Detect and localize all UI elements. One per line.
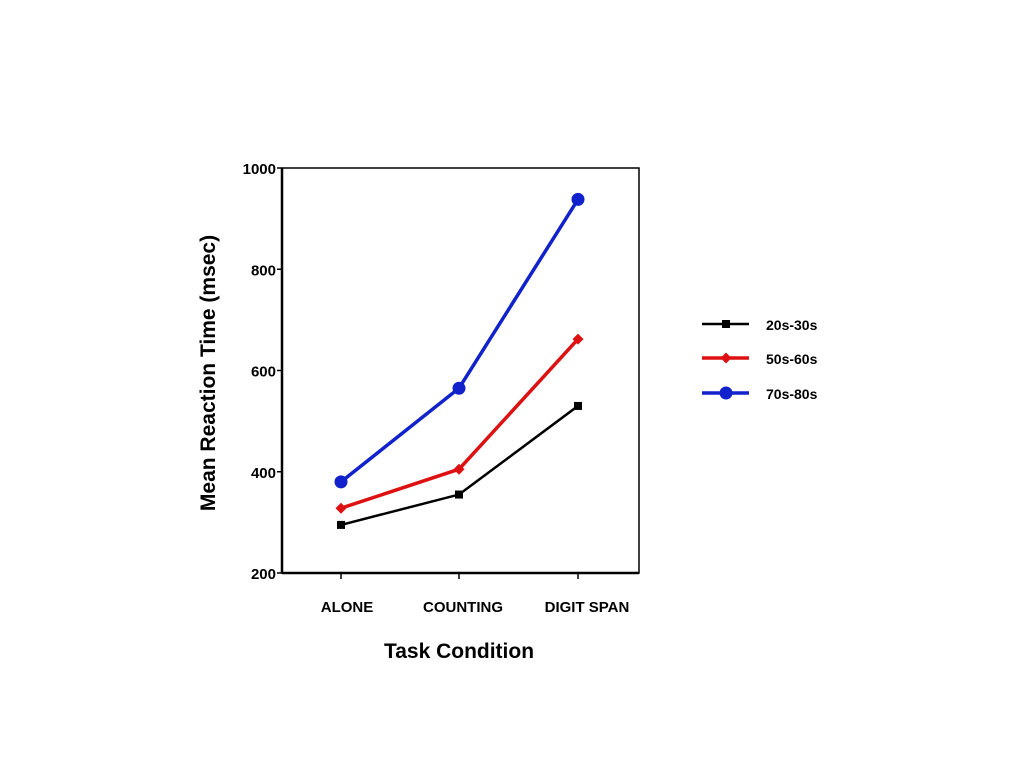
data-point — [722, 320, 730, 328]
y-tick-label: 800 — [251, 262, 276, 279]
y-axis-ticks: 200 400 600 800 1000 — [243, 161, 282, 583]
legend-item: 20s-30s — [702, 317, 818, 333]
data-point — [574, 401, 582, 410]
data-point — [335, 502, 347, 514]
plot-frame — [281, 167, 640, 574]
legend-label: 70s-80s — [766, 386, 818, 402]
legend-item: 70s-80s — [702, 386, 818, 402]
series-line — [340, 337, 580, 510]
data-point — [572, 333, 584, 345]
series-50s-60s — [335, 333, 584, 514]
y-axis-title: Mean Reaction Time (msec) — [197, 235, 220, 511]
data-point — [334, 475, 348, 489]
x-axis-title: Task Condition — [384, 640, 534, 663]
series-line — [339, 198, 580, 484]
x-tick-label: COUNTING — [423, 599, 503, 616]
data-point — [719, 386, 733, 400]
y-tick-label: 1000 — [243, 161, 276, 178]
x-axis-ticks: ALONE COUNTING DIGIT SPAN — [321, 573, 630, 616]
legend-label: 20s-30s — [766, 317, 818, 333]
data-point — [455, 490, 463, 499]
y-tick-label: 600 — [251, 364, 276, 381]
y-tick-label: 400 — [251, 465, 276, 482]
series-20s-30s — [337, 401, 582, 529]
x-tick-label: DIGIT SPAN — [545, 599, 630, 616]
legend-item: 50s-60s — [702, 351, 818, 367]
y-tick-label: 200 — [251, 566, 276, 583]
legend: 20s-30s 50s-60s 70s-80s — [702, 317, 818, 402]
data-point — [571, 192, 585, 206]
data-point — [452, 381, 466, 395]
series-70s-80s — [334, 192, 585, 489]
data-point — [453, 463, 465, 475]
series-layer — [334, 192, 585, 529]
data-point — [337, 520, 345, 529]
x-tick-label: ALONE — [321, 599, 374, 616]
legend-label: 50s-60s — [766, 351, 818, 367]
data-point — [720, 352, 732, 364]
